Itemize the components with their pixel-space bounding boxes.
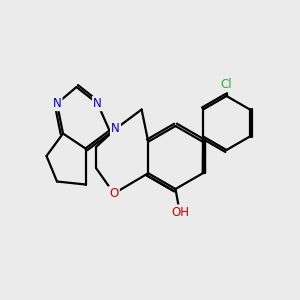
Text: N: N xyxy=(93,97,102,110)
Text: OH: OH xyxy=(171,206,189,219)
Text: N: N xyxy=(111,122,120,136)
Text: O: O xyxy=(110,187,118,200)
Text: Cl: Cl xyxy=(221,78,232,91)
Text: N: N xyxy=(52,97,62,110)
